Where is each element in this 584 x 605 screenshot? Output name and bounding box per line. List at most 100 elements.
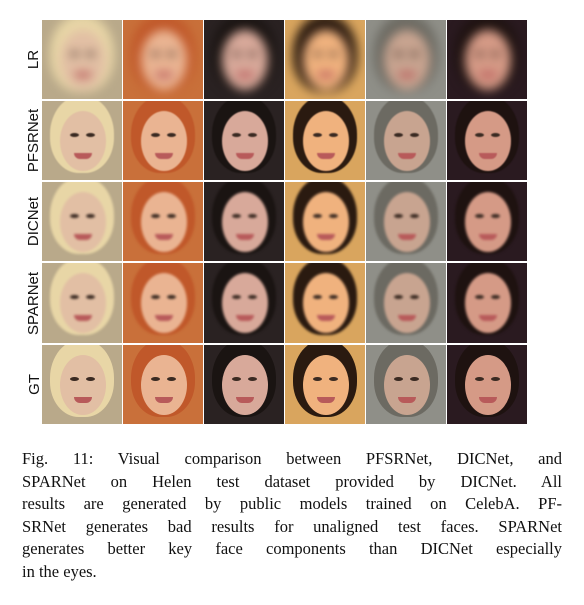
mouth-shape — [479, 72, 497, 78]
face-shape — [222, 30, 268, 90]
eye-shape — [167, 52, 176, 56]
face-illustration — [366, 263, 446, 343]
face-shape — [384, 355, 430, 415]
eye-shape — [248, 295, 257, 299]
face-image — [204, 182, 284, 261]
eye-shape — [70, 52, 79, 56]
eye-shape — [410, 52, 419, 56]
eye-shape — [313, 295, 322, 299]
mouth-shape — [236, 72, 254, 78]
eye-shape — [313, 133, 322, 137]
face-illustration — [42, 20, 122, 99]
row-label-text: PFSRNet — [25, 108, 43, 173]
mouth-shape — [236, 234, 254, 240]
face-shape — [465, 30, 511, 90]
face-shape — [222, 192, 268, 252]
face-illustration — [42, 182, 122, 261]
face-shape — [384, 111, 430, 171]
face-image — [447, 20, 527, 99]
eye-shape — [86, 295, 95, 299]
eye-shape — [86, 133, 95, 137]
eye-shape — [491, 52, 500, 56]
face-illustration — [447, 20, 527, 99]
face-illustration — [285, 101, 365, 180]
face-shape — [303, 355, 349, 415]
mouth-shape — [74, 153, 92, 159]
face-illustration — [447, 263, 527, 343]
eye-shape — [313, 377, 322, 381]
mouth-shape — [398, 153, 416, 159]
mouth-shape — [317, 72, 335, 78]
face-image — [204, 263, 284, 343]
face-shape — [465, 355, 511, 415]
face-image — [285, 345, 365, 424]
face-image — [447, 263, 527, 343]
eye-shape — [248, 133, 257, 137]
face-image — [42, 101, 122, 180]
face-illustration — [285, 263, 365, 343]
face-shape — [303, 192, 349, 252]
face-image — [42, 345, 122, 424]
eye-shape — [475, 133, 484, 137]
face-illustration — [447, 101, 527, 180]
row-label-text: DICNet — [25, 196, 43, 247]
eye-shape — [86, 377, 95, 381]
eye-shape — [491, 295, 500, 299]
eye-shape — [313, 214, 322, 218]
eye-shape — [329, 377, 338, 381]
face-shape — [222, 273, 268, 333]
mouth-shape — [479, 315, 497, 321]
face-image — [123, 101, 203, 180]
eye-shape — [394, 133, 403, 137]
mouth-shape — [398, 397, 416, 403]
face-illustration — [366, 20, 446, 99]
face-shape — [141, 273, 187, 333]
eye-shape — [248, 214, 257, 218]
eye-shape — [329, 133, 338, 137]
face-shape — [222, 111, 268, 171]
face-shape — [303, 30, 349, 90]
eye-shape — [70, 133, 79, 137]
face-image — [285, 182, 365, 261]
eye-shape — [167, 295, 176, 299]
row-label: PFSRNet — [24, 101, 44, 180]
face-shape — [222, 355, 268, 415]
face-shape — [384, 273, 430, 333]
mouth-shape — [155, 72, 173, 78]
eye-shape — [151, 133, 160, 137]
eye-shape — [151, 377, 160, 381]
eye-shape — [151, 295, 160, 299]
eye-shape — [232, 52, 241, 56]
eye-shape — [70, 214, 79, 218]
eye-shape — [248, 377, 257, 381]
eye-shape — [329, 295, 338, 299]
eye-shape — [167, 214, 176, 218]
row-label-text: SPARNet — [25, 271, 43, 335]
caption-line: SRNet generates bad results for unaligne… — [22, 516, 562, 536]
eye-shape — [313, 52, 322, 56]
caption-line: in the eyes. — [22, 561, 97, 581]
face-shape — [60, 355, 106, 415]
face-image — [123, 182, 203, 261]
face-image — [42, 20, 122, 99]
face-image — [204, 345, 284, 424]
eye-shape — [475, 377, 484, 381]
eye-shape — [394, 52, 403, 56]
eye-shape — [410, 133, 419, 137]
eye-shape — [248, 52, 257, 56]
face-image — [447, 182, 527, 261]
eye-shape — [86, 52, 95, 56]
face-illustration — [123, 20, 203, 99]
face-shape — [465, 111, 511, 171]
face-shape — [60, 111, 106, 171]
face-illustration — [366, 101, 446, 180]
face-image — [123, 263, 203, 343]
face-image — [204, 20, 284, 99]
face-illustration — [285, 345, 365, 424]
eye-shape — [329, 214, 338, 218]
eye-shape — [232, 133, 241, 137]
eye-shape — [232, 377, 241, 381]
face-shape — [384, 30, 430, 90]
mouth-shape — [155, 315, 173, 321]
